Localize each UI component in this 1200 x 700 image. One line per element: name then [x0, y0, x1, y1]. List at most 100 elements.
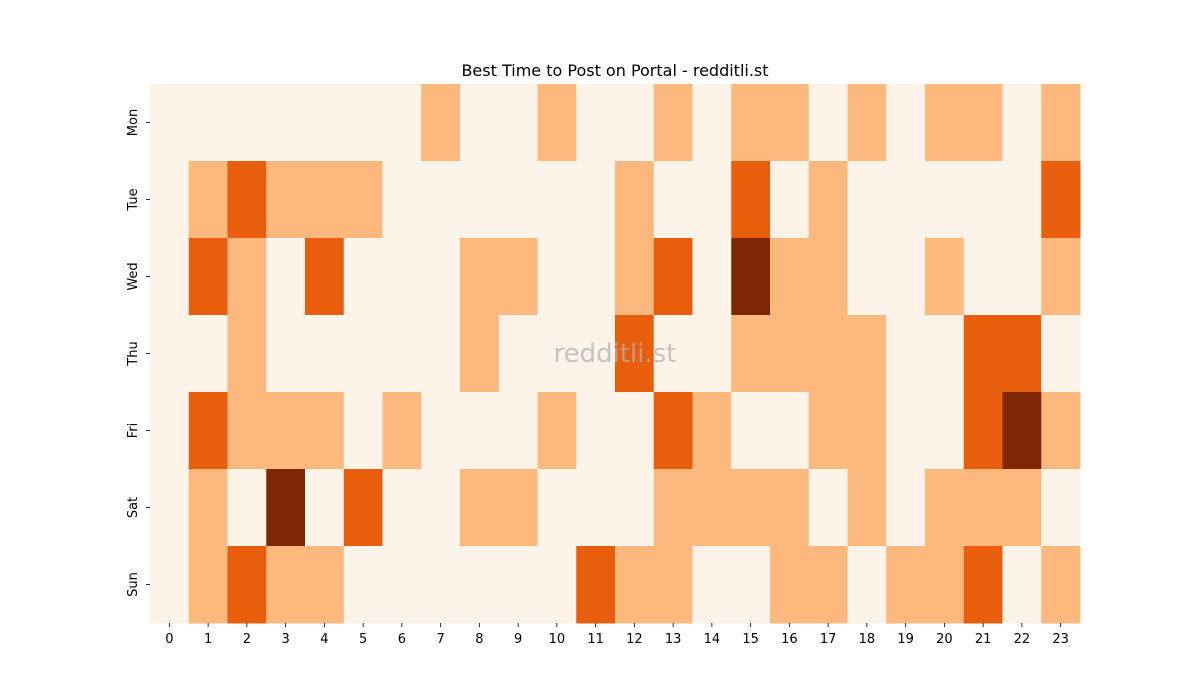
heatmap-cell — [653, 469, 693, 547]
heatmap-cell — [498, 469, 538, 547]
heatmap-cell — [382, 546, 422, 624]
heatmap-cell — [808, 161, 848, 239]
x-tick-label: 7 — [436, 632, 444, 647]
heatmap-cell — [963, 161, 1003, 239]
heatmap-cell — [1041, 469, 1081, 547]
heatmap-cell — [770, 161, 810, 239]
heatmap-cell — [421, 84, 461, 162]
heatmap-cell — [847, 238, 887, 316]
heatmap-cell — [692, 161, 732, 239]
heatmap-cell — [150, 238, 190, 316]
heatmap-cell — [925, 161, 965, 239]
heatmap-cell — [537, 546, 577, 624]
heatmap-cell — [537, 238, 577, 316]
heatmap-cell — [886, 238, 926, 316]
heatmap-cell — [1002, 546, 1042, 624]
heatmap-cell — [653, 315, 693, 393]
heatmap-cell — [266, 392, 306, 470]
y-tick-label: Sun — [126, 572, 141, 597]
heatmap-cell — [421, 546, 461, 624]
heatmap-cell — [886, 392, 926, 470]
heatmap-cell — [150, 161, 190, 239]
heatmap-cell — [1041, 392, 1081, 470]
heatmap-cell — [576, 315, 616, 393]
heatmap-cell — [343, 84, 383, 162]
heatmap-cell — [731, 238, 771, 316]
heatmap-cell — [963, 392, 1003, 470]
heatmap-cell — [692, 546, 732, 624]
heatmap-cell — [731, 161, 771, 239]
heatmap-cell — [615, 392, 655, 470]
heatmap-cell — [460, 315, 500, 393]
x-tick-label: 0 — [165, 632, 173, 647]
heatmap-cell — [1041, 84, 1081, 162]
heatmap-cell — [576, 392, 616, 470]
heatmap-cell — [808, 84, 848, 162]
heatmap-cell — [886, 315, 926, 393]
heatmap-cell — [963, 84, 1003, 162]
heatmap-cell — [460, 392, 500, 470]
heatmap-cell — [305, 315, 345, 393]
heatmap-cell — [537, 392, 577, 470]
heatmap-cell — [731, 392, 771, 470]
heatmap-cell — [615, 546, 655, 624]
heatmap-cell — [1002, 161, 1042, 239]
x-tick-label: 11 — [587, 632, 604, 647]
heatmap-cell — [537, 84, 577, 162]
heatmap-cell — [382, 238, 422, 316]
x-tick-label: 2 — [243, 632, 251, 647]
heatmap-cell — [498, 315, 538, 393]
heatmap-cell — [421, 161, 461, 239]
x-tick-label: 9 — [514, 632, 522, 647]
x-tick-label: 5 — [359, 632, 367, 647]
heatmap-cell — [847, 315, 887, 393]
heatmap-cell — [227, 469, 267, 547]
heatmap-cell — [731, 315, 771, 393]
heatmap-cell — [692, 392, 732, 470]
heatmap-cell — [847, 161, 887, 239]
heatmap-cell — [188, 84, 228, 162]
heatmap-cell — [615, 315, 655, 393]
y-tick-label: Sat — [126, 497, 141, 518]
heatmap-cell — [886, 84, 926, 162]
heatmap-cell — [925, 315, 965, 393]
heatmap-cell — [1002, 84, 1042, 162]
heatmap-cell — [460, 84, 500, 162]
heatmap-cell — [150, 392, 190, 470]
x-tick-label: 18 — [859, 632, 876, 647]
heatmap-cell — [498, 546, 538, 624]
heatmap-cell — [305, 161, 345, 239]
x-tick-label: 6 — [398, 632, 406, 647]
heatmap-cell — [925, 238, 965, 316]
heatmap-cell — [498, 84, 538, 162]
heatmap-cell — [692, 469, 732, 547]
heatmap-cell — [615, 469, 655, 547]
heatmap-cell — [692, 238, 732, 316]
x-tick-label: 23 — [1052, 632, 1069, 647]
heatmap-cell — [770, 84, 810, 162]
heatmap-cell — [925, 469, 965, 547]
heatmap-cell — [343, 161, 383, 239]
heatmap-cell — [150, 315, 190, 393]
x-tick-label: 1 — [204, 632, 212, 647]
heatmap-cell — [460, 238, 500, 316]
heatmap-cell — [343, 392, 383, 470]
heatmap-cell — [343, 238, 383, 316]
heatmap-cell — [770, 315, 810, 393]
heatmap-cell — [460, 469, 500, 547]
heatmap-cell — [305, 392, 345, 470]
heatmap-cell — [770, 546, 810, 624]
x-tick-label: 17 — [820, 632, 837, 647]
heatmap-cell — [227, 238, 267, 316]
heatmap-cell — [382, 469, 422, 547]
heatmap-cell — [576, 546, 616, 624]
heatmap-cell — [808, 315, 848, 393]
heatmap-cells — [150, 84, 1081, 624]
heatmap-cell — [188, 392, 228, 470]
heatmap-cell — [847, 392, 887, 470]
heatmap-cell — [963, 546, 1003, 624]
heatmap-cell — [498, 161, 538, 239]
heatmap-cell — [150, 84, 190, 162]
heatmap-cell — [150, 469, 190, 547]
